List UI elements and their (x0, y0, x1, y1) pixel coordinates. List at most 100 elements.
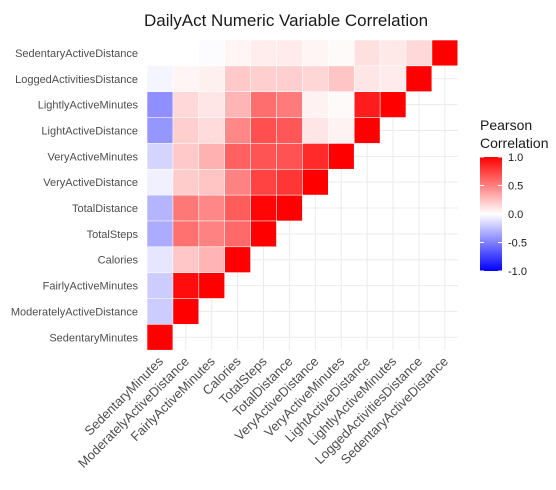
heatmap-cell-VeryActiveMinutes-Calories (225, 143, 251, 169)
heatmap-cell-VeryActiveMinutes-VeryActiveDistance (302, 143, 328, 169)
heatmap-cell-LightActiveDistance-ModeratelyActiveDistance (173, 117, 199, 144)
y-tick-label: SedentaryMinutes (49, 332, 138, 344)
heatmap-cell-ModeratelyActiveDistance-ModeratelyActiveDistance (173, 298, 199, 325)
y-tick-label: TotalDistance (72, 203, 138, 215)
heatmap-cell-TotalSteps-SedentaryMinutes (147, 221, 173, 247)
heatmap-cell-TotalDistance-TotalSteps (250, 195, 277, 221)
x-tick-label: ModeratelyActiveDistance (75, 354, 192, 471)
legend-title-line-1: Pearson (480, 117, 532, 133)
heatmap-cell-SedentaryActiveDistance-SedentaryMinutes (147, 40, 173, 66)
heatmap-cell-LoggedActivitiesDistance-FairlyActiveMinutes (199, 66, 225, 92)
heatmap-cell-TotalDistance-TotalDistance (276, 195, 303, 221)
legend-tick-label: -1.0 (508, 266, 527, 278)
heatmap-cell-TotalDistance-Calories (225, 195, 251, 221)
heatmap-cell-FairlyActiveMinutes-FairlyActiveMinutes (199, 272, 225, 299)
legend-ticks: 1.0 0.5 0.0 -0.5 -1.0 (480, 152, 527, 278)
heatmap-cell-VeryActiveDistance-SedentaryMinutes (147, 169, 173, 195)
heatmap-cell-SedentaryActiveDistance-LightActiveDistance (354, 40, 380, 66)
heatmap-cell-VeryActiveMinutes-ModeratelyActiveDistance (173, 143, 199, 169)
heatmap-cell-SedentaryActiveDistance-SedentaryActiveDistance (432, 40, 458, 66)
heatmap-cell-LightActiveDistance-TotalSteps (250, 117, 277, 144)
legend-tick-label: 1.0 (508, 152, 523, 164)
heatmap-cell-VeryActiveDistance-ModeratelyActiveDistance (173, 169, 199, 195)
heatmap-cell-FairlyActiveMinutes-SedentaryMinutes (147, 272, 173, 299)
heatmap-cell-LoggedActivitiesDistance-Calories (225, 66, 251, 92)
heatmap-cell-VeryActiveDistance-Calories (225, 169, 251, 195)
heatmap-cell-SedentaryMinutes-SedentaryMinutes (147, 324, 173, 350)
heatmap-cell-Calories-ModeratelyActiveDistance (173, 247, 199, 273)
heatmap-cell-LightlyActiveMinutes-FairlyActiveMinutes (199, 92, 225, 118)
heatmap-cell-LightActiveDistance-TotalDistance (276, 117, 303, 144)
heatmap-cell-Calories-Calories (225, 247, 251, 273)
heatmap-cell-LightlyActiveMinutes-LightActiveDistance (354, 92, 380, 118)
heatmap-cell-VeryActiveDistance-VeryActiveDistance (302, 169, 328, 195)
y-axis-labels: SedentaryMinutes ModeratelyActiveDistance… (11, 48, 139, 344)
x-axis-labels: SedentaryMinutesModeratelyActiveDistance… (75, 353, 451, 470)
heatmap-cell-VeryActiveMinutes-FairlyActiveMinutes (199, 143, 225, 169)
heatmap-cell-TotalSteps-TotalSteps (250, 221, 277, 247)
heatmap-cell-VeryActiveMinutes-TotalDistance (276, 143, 303, 169)
heatmap-cell-FairlyActiveMinutes-ModeratelyActiveDistance (173, 272, 199, 299)
heatmap-cell-LightActiveDistance-VeryActiveDistance (302, 117, 328, 144)
heatmap-cell-TotalSteps-FairlyActiveMinutes (199, 221, 225, 247)
legend-tick-label: 0.5 (508, 181, 523, 193)
heatmap-cell-SedentaryActiveDistance-VeryActiveMinutes (328, 40, 354, 66)
heatmap-cell-LightActiveDistance-FairlyActiveMinutes (199, 117, 225, 144)
heatmap-cell-VeryActiveMinutes-TotalSteps (250, 143, 277, 169)
y-tick-label: TotalSteps (87, 229, 139, 241)
heatmap-cell-Calories-SedentaryMinutes (147, 247, 173, 273)
heatmap-cell-LightlyActiveMinutes-TotalDistance (276, 92, 303, 118)
legend: Pearson Correlation 1.0 0.5 0.0 -0.5 -1.0 (480, 117, 548, 278)
heatmap-cell-LightlyActiveMinutes-TotalSteps (250, 92, 277, 118)
heatmap-cell-LoggedActivitiesDistance-LightlyActiveMinutes (380, 66, 406, 92)
heatmap-cell-SedentaryActiveDistance-TotalSteps (250, 40, 277, 66)
heatmap-cell-VeryActiveMinutes-VeryActiveMinutes (328, 143, 354, 169)
heatmap-cell-VeryActiveDistance-FairlyActiveMinutes (199, 169, 225, 195)
y-tick-label: VeryActiveMinutes (48, 151, 139, 163)
heatmap-cell-LoggedActivitiesDistance-VeryActiveDistance (302, 66, 328, 92)
heatmap-cell-SedentaryActiveDistance-Calories (225, 40, 251, 66)
heatmap-cell-SedentaryActiveDistance-FairlyActiveMinutes (199, 40, 225, 66)
heatmap-cell-LoggedActivitiesDistance-LightActiveDistance (354, 66, 380, 92)
heatmap-cell-Calories-FairlyActiveMinutes (199, 247, 225, 273)
heatmap-cell-ModeratelyActiveDistance-SedentaryMinutes (147, 298, 173, 325)
heatmap-cell-LightActiveDistance-SedentaryMinutes (147, 117, 173, 144)
legend-tick-label: 0.0 (508, 209, 523, 221)
y-tick-label: SedentaryActiveDistance (15, 48, 138, 60)
y-tick-label: LightlyActiveMinutes (38, 100, 139, 112)
heatmap-cell-TotalSteps-Calories (225, 221, 251, 247)
grid (147, 40, 458, 351)
heatmap-cell-LoggedActivitiesDistance-TotalSteps (250, 66, 277, 92)
heatmap-cell-LightlyActiveMinutes-VeryActiveDistance (302, 92, 328, 118)
heatmap-cell-LoggedActivitiesDistance-SedentaryMinutes (147, 66, 173, 92)
heatmap-cell-LoggedActivitiesDistance-VeryActiveMinutes (328, 66, 354, 92)
y-tick-label: LoggedActivitiesDistance (15, 74, 138, 86)
y-tick-label: VeryActiveDistance (43, 177, 138, 189)
y-tick-label: Calories (98, 255, 139, 267)
heatmap-cell-TotalDistance-FairlyActiveMinutes (199, 195, 225, 221)
heatmap-cell-LoggedActivitiesDistance-LoggedActivitiesDistance (406, 66, 432, 92)
heatmap-cell-SedentaryActiveDistance-ModeratelyActiveDistance (173, 40, 199, 66)
heatmap-cells (147, 40, 458, 350)
y-tick-label: LightActiveDistance (41, 125, 138, 137)
heatmap-cell-TotalDistance-ModeratelyActiveDistance (173, 195, 199, 221)
heatmap-cell-VeryActiveMinutes-SedentaryMinutes (147, 143, 173, 169)
y-tick-label: FairlyActiveMinutes (43, 281, 139, 293)
heatmap-cell-LightActiveDistance-VeryActiveMinutes (328, 117, 354, 144)
legend-tick-label: -0.5 (508, 238, 527, 250)
heatmap-cell-TotalDistance-SedentaryMinutes (147, 195, 173, 221)
heatmap-cell-LightlyActiveMinutes-ModeratelyActiveDistance (173, 92, 199, 118)
heatmap-cell-LightlyActiveMinutes-LightlyActiveMinutes (380, 92, 406, 118)
legend-title-line-2: Correlation (480, 135, 548, 151)
heatmap-cell-SedentaryActiveDistance-LoggedActivitiesDistance (406, 40, 432, 66)
heatmap-cell-LoggedActivitiesDistance-ModeratelyActiveDistance (173, 66, 199, 92)
heatmap-cell-SedentaryActiveDistance-LightlyActiveMinutes (380, 40, 406, 66)
heatmap-cell-LightlyActiveMinutes-Calories (225, 92, 251, 118)
heatmap-cell-SedentaryActiveDistance-TotalDistance (276, 40, 303, 66)
heatmap-cell-VeryActiveDistance-TotalDistance (276, 169, 303, 195)
legend-colorbar (480, 157, 502, 271)
heatmap-cell-LoggedActivitiesDistance-TotalDistance (276, 66, 303, 92)
heatmap-cell-LightActiveDistance-Calories (225, 117, 251, 144)
